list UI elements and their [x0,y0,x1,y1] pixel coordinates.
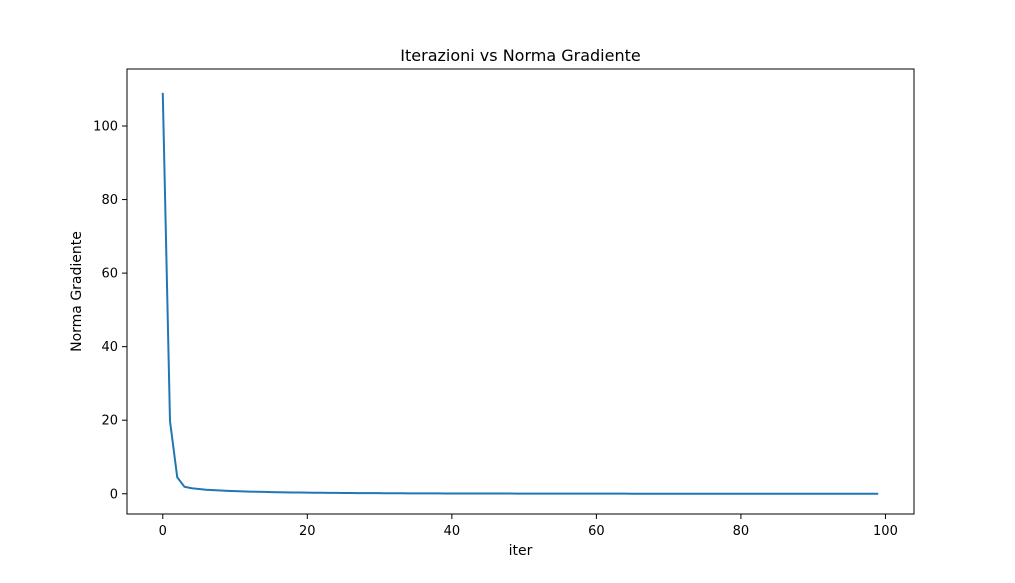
series-line-0 [161,92,879,495]
plot-area [161,92,879,495]
y-tick-label: 40 [101,340,118,355]
x-axis-label: iter [509,543,533,559]
x-axis-ticks: 0 20 40 60 80 100 [159,514,898,539]
y-tick-label: 80 [101,193,118,208]
x-tick-label: 0 [159,524,167,539]
x-tick-label: 80 [733,524,750,539]
x-tick-label: 20 [299,524,316,539]
chart-title: Iterazioni vs Norma Gradiente [400,46,640,65]
y-axis-label: Norma Gradiente [69,231,85,352]
x-tick-label: 100 [873,524,898,539]
y-tick-label: 100 [93,120,118,135]
plot-frame [126,68,915,515]
x-tick-label: 40 [444,524,461,539]
y-tick-label: 60 [101,267,118,282]
y-tick-label: 0 [110,487,118,502]
y-axis-ticks: 0 20 40 60 80 100 [93,120,127,502]
x-tick-label: 60 [588,524,605,539]
y-tick-label: 20 [101,414,118,429]
